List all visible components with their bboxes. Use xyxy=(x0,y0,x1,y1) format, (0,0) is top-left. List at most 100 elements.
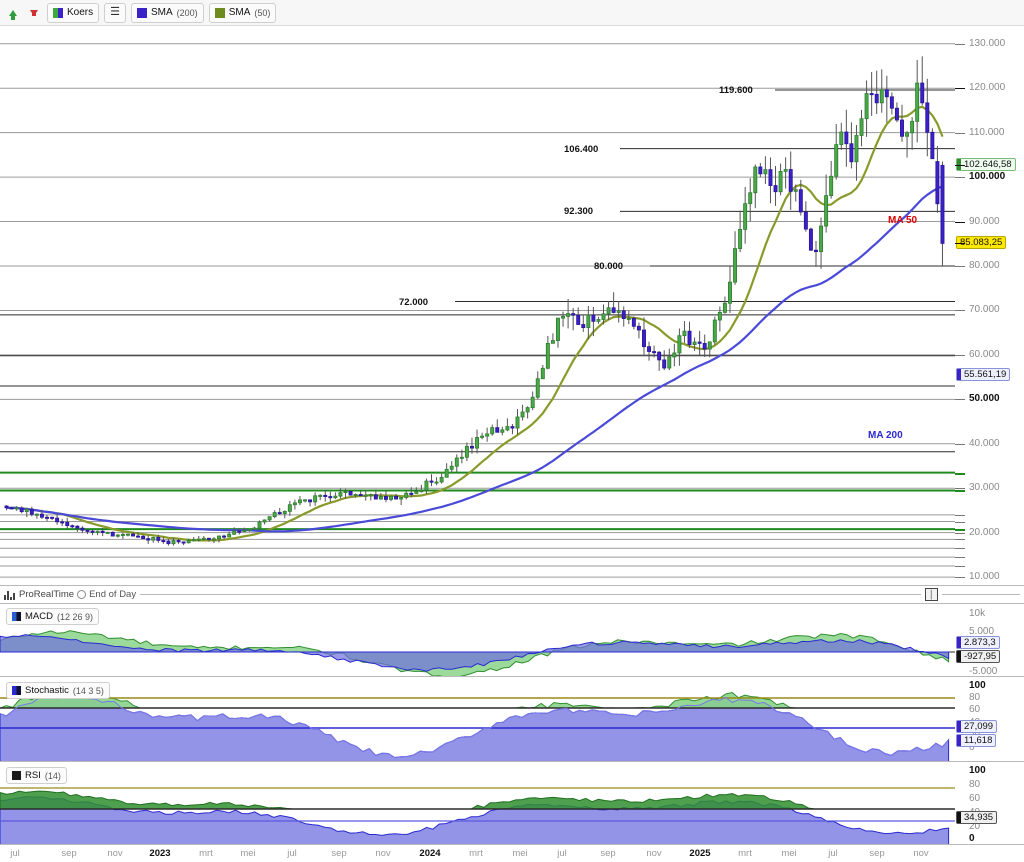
price-axis-label: 130.000 xyxy=(969,37,1006,49)
rsi-name: RSI xyxy=(25,770,41,781)
timeframe-label: End of Day xyxy=(89,589,137,600)
date-axis-month-label: mei xyxy=(781,848,797,859)
price-level-label: 80.000 xyxy=(594,261,624,272)
sma50-label: SMA xyxy=(228,7,251,18)
price-axis-tick xyxy=(955,488,965,490)
date-axis-year-label: 2023 xyxy=(149,848,171,859)
rsi-badge[interactable]: RSI (14) xyxy=(6,767,67,784)
sma50-params: (50) xyxy=(254,7,271,18)
timeframe-radio[interactable] xyxy=(77,590,87,599)
rsi-plot-area[interactable] xyxy=(0,763,955,844)
chart-toolbar: Koers ☰ SMA (200) SMA (50) xyxy=(0,0,1024,26)
stochastic-plot-area[interactable] xyxy=(0,678,955,761)
stochastic-axis-label: 0 xyxy=(969,742,975,753)
price-axis-tick xyxy=(955,532,965,534)
sma200-color-swatch-icon xyxy=(137,7,147,18)
arrow-down-icon[interactable] xyxy=(26,4,42,22)
rsi-axis-label: 20 xyxy=(969,821,981,832)
price-axis-label: 70.000 xyxy=(969,304,1000,316)
price-axis-minor-tick xyxy=(955,557,965,559)
price-pane[interactable]: MA 50 MA 200 130.000 120.000 110.000 100.00… xyxy=(0,26,1024,586)
price-plot-area[interactable]: MA 50 MA 200 xyxy=(0,26,955,585)
rsi-params: (14) xyxy=(44,770,61,781)
date-axis-month-label: sep xyxy=(331,848,347,859)
date-axis-year-label: 2025 xyxy=(689,848,711,859)
stochastic-k-tag: 27,099 xyxy=(956,720,998,733)
stochastic-axis-label: 60 xyxy=(969,704,981,715)
price-axis-tick xyxy=(955,132,965,134)
date-axis-month-label: sep xyxy=(869,848,885,859)
price-axis-label: 20.000 xyxy=(969,526,1000,538)
status-divider-right xyxy=(942,594,1020,595)
price-axis-label: 60.000 xyxy=(969,348,1000,360)
last-price-tag: 102.646,58 xyxy=(956,158,1016,172)
macd-axis-label: 5.000 xyxy=(969,626,995,637)
price-axis[interactable]: 130.000 120.000 110.000 100.000 90.000 80.000… xyxy=(955,26,1024,585)
macd-badge[interactable]: MACD (12 26 9) xyxy=(6,608,100,625)
list-icon: ☰ xyxy=(110,6,120,18)
price-level-label: 106.400 xyxy=(564,143,599,155)
price-axis-label: 110.000 xyxy=(969,126,1005,138)
koers-color-swatch-icon xyxy=(53,7,63,18)
price-axis-label: 120.000 xyxy=(969,82,1006,94)
date-axis[interactable]: jul sep nov 2023 mrt mei jul sep nov 2024 mrt mei ju… xyxy=(0,845,1024,862)
price-axis-tick xyxy=(955,577,965,579)
price-axis-minor-tick xyxy=(955,539,965,541)
date-axis-month-label: nov xyxy=(375,848,391,859)
price-axis-tick xyxy=(955,43,965,45)
price-level-label: 72.000 xyxy=(399,296,429,308)
stochastic-params: (14 3 5) xyxy=(72,685,104,696)
info-box-icon[interactable]: │ xyxy=(925,588,938,601)
sma50-color-swatch-icon xyxy=(214,7,225,18)
rsi-axis[interactable]: 10080604020034,935 xyxy=(955,763,1024,844)
date-axis-month-label: jul xyxy=(10,848,20,859)
price-axis-tick xyxy=(955,177,965,179)
rsi-pane[interactable]: RSI (14) 10080604020034,935 xyxy=(0,763,1024,845)
series-koers-button[interactable]: Koers xyxy=(47,2,100,23)
date-axis-month-label: jul xyxy=(287,848,297,859)
stochastic-name: Stochastic xyxy=(25,685,69,696)
indicator-list-button[interactable]: ☰ xyxy=(104,2,126,23)
rsi-axis-label: 0 xyxy=(969,833,975,844)
macd-pane[interactable]: MACD (12 26 9) 10k5.0000-5.0002.873,3-92… xyxy=(0,603,1024,677)
macd-plot-area[interactable] xyxy=(0,604,955,676)
stochastic-series-svg xyxy=(0,690,955,761)
price-axis-tick xyxy=(955,266,965,267)
price-axis-label: 40.000 xyxy=(969,437,1000,449)
price-axis-minor-tick xyxy=(955,548,965,550)
price-axis-tick xyxy=(955,399,965,401)
rsi-series-svg xyxy=(0,787,955,844)
series-sma50-button[interactable]: SMA (50) xyxy=(208,2,277,23)
stochastic-color-swatch-icon xyxy=(12,686,21,695)
stochastic-badge[interactable]: Stochastic (14 3 5) xyxy=(6,682,110,699)
macd-signal-tag: -927,95 xyxy=(956,650,1001,663)
arrow-up-icon[interactable] xyxy=(5,4,21,22)
price-axis-label: 100.000 xyxy=(969,171,1006,183)
date-axis-month-label: mei xyxy=(240,848,256,859)
macd-color-swatch-icon xyxy=(12,612,21,621)
rsi-axis-label: 60 xyxy=(969,793,981,804)
stochastic-pane[interactable]: Stochastic (14 3 5) 10080604020027,09911… xyxy=(0,678,1024,762)
sma200-label: SMA xyxy=(151,7,173,18)
ma200-price-tag: 55.561,19 xyxy=(956,367,1011,381)
status-bar: ProRealTime End of Day │ xyxy=(0,586,1024,603)
stochastic-axis-label: 80 xyxy=(969,692,981,703)
date-axis-month-label: nov xyxy=(646,848,662,859)
macd-axis-label: -5.000 xyxy=(969,666,998,676)
support-level-tick xyxy=(955,529,965,532)
status-divider xyxy=(140,594,921,595)
support-level-tick xyxy=(955,490,965,493)
price-axis-tick xyxy=(955,354,965,356)
macd-params: (12 26 9) xyxy=(56,611,94,622)
price-series-svg xyxy=(0,43,955,578)
rsi-axis-label: 80 xyxy=(969,779,981,790)
close-price-tag: 85.083,25 xyxy=(956,236,1007,250)
price-axis-label: 10.000 xyxy=(969,571,1000,583)
stochastic-d-tag: 11,618 xyxy=(956,734,997,747)
date-axis-month-label: jul xyxy=(828,848,838,859)
ma50-annotation: MA 50 xyxy=(888,215,918,226)
ma200-annotation: MA 200 xyxy=(868,430,903,441)
series-sma200-button[interactable]: SMA (200) xyxy=(131,2,204,23)
